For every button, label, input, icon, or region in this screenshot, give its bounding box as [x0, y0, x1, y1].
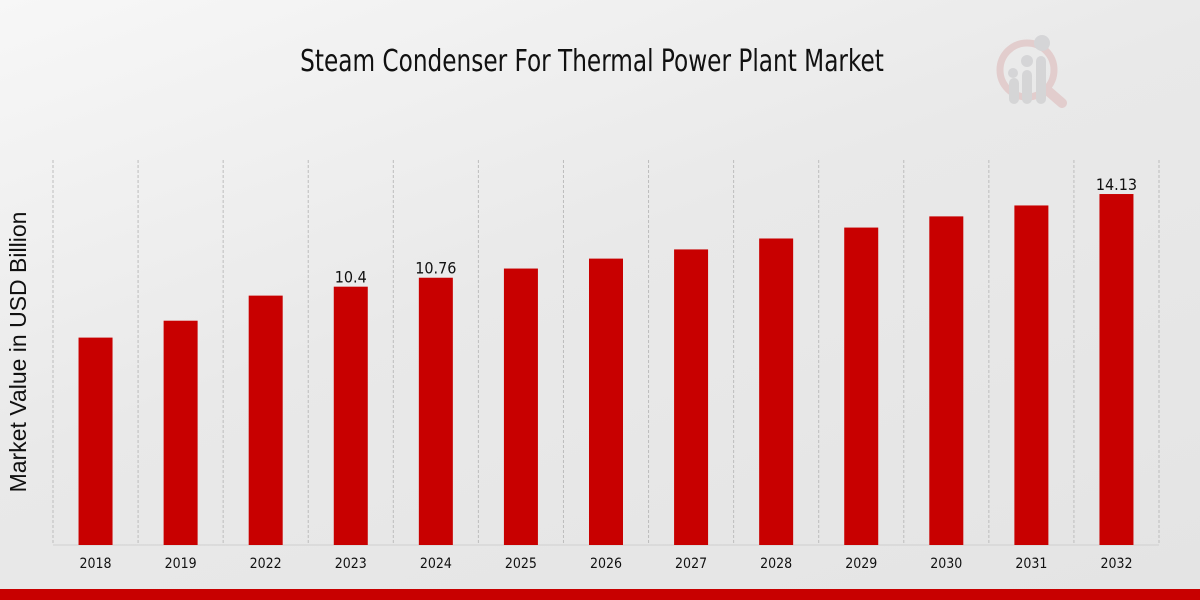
x-tick-label: 2030 [930, 556, 962, 572]
bar-2025 [503, 268, 538, 545]
x-tick-label: 2022 [250, 556, 282, 572]
y-axis-label: Market Value in USD Billion [5, 212, 31, 493]
bar-2032 [1099, 194, 1134, 545]
x-tick-label: 2032 [1100, 556, 1132, 572]
x-tick-label: 2023 [335, 556, 367, 572]
x-tick-label: 2027 [675, 556, 707, 572]
footer-accent-bar [0, 589, 1200, 600]
bar-2030 [929, 216, 964, 546]
x-tick-label: 2028 [760, 556, 792, 572]
bar-2026 [589, 258, 623, 545]
x-tick-label: 2029 [845, 556, 877, 572]
watermark-logo [996, 35, 1067, 108]
bar-2018 [78, 337, 113, 545]
x-tick-label: 2018 [80, 556, 112, 572]
data-label: 10.76 [415, 259, 456, 278]
data-label: 14.13 [1096, 175, 1137, 194]
bar-2031 [1014, 205, 1049, 545]
chart-title: Steam Condenser For Thermal Power Plant … [300, 43, 884, 78]
x-tick-label: 2024 [420, 556, 452, 572]
bar-2024 [418, 277, 453, 545]
bar-2029 [844, 227, 879, 546]
data-label: 10.4 [335, 268, 367, 287]
x-tick-label: 2031 [1015, 556, 1047, 572]
bar-2019 [163, 320, 198, 545]
x-tick-label: 2026 [590, 556, 622, 572]
bar-2027 [674, 249, 709, 545]
bar-2023 [333, 286, 368, 545]
bar-2022 [248, 295, 283, 545]
x-tick-label: 2025 [505, 556, 537, 572]
x-tick-label: 2019 [165, 556, 197, 572]
bar-2028 [759, 238, 794, 545]
